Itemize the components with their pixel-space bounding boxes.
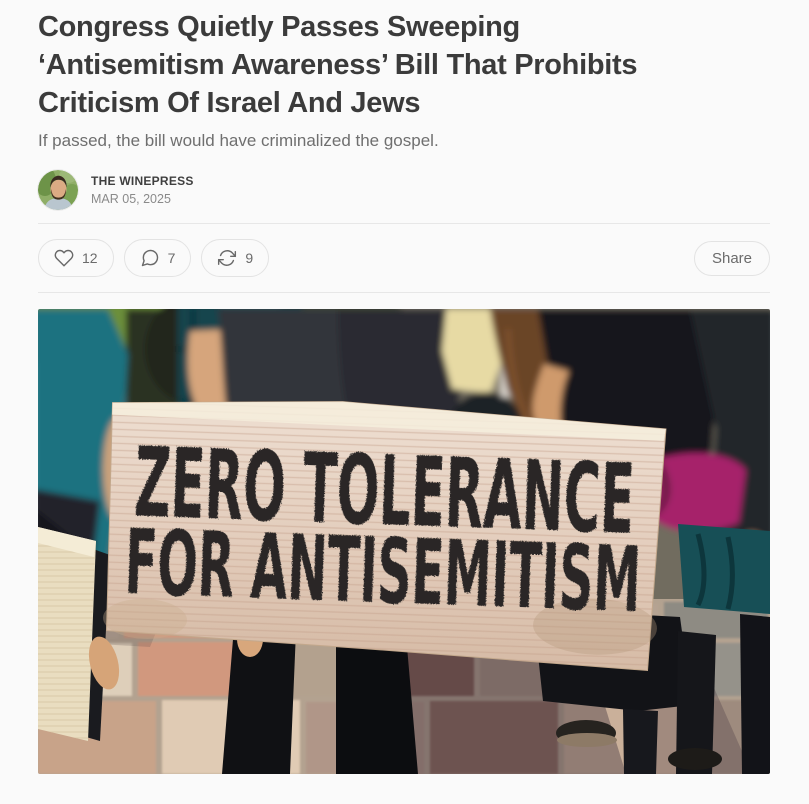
sign-text: ZERO TOLERANCE FOR ANTISEMITISM	[123, 427, 642, 634]
article-page: Congress Quietly Passes Sweeping ‘Antise…	[38, 0, 770, 774]
hand	[88, 636, 120, 690]
comment-button[interactable]: 7	[123, 239, 192, 277]
author-name[interactable]: THE WINEPRESS	[91, 174, 194, 188]
post-title-line: ‘Antisemitism Awareness’ Bill That Prohi…	[38, 49, 638, 81]
protest-photo: ZERO TOLERANCE FOR ANTISEMITISM	[38, 309, 770, 774]
sign-text-line1: ZERO TOLERANCE	[133, 427, 637, 556]
post-date: MAR 05, 2025	[91, 192, 171, 206]
like-button[interactable]: 12	[38, 239, 114, 277]
restack-button[interactable]: 9	[201, 239, 270, 277]
protest-sign: ZERO TOLERANCE FOR ANTISEMITISM	[103, 401, 667, 672]
byline: THE WINEPRESS MAR 05, 2025	[38, 170, 770, 210]
post-subtitle: If passed, the bill would have criminali…	[38, 131, 439, 150]
byline-text: THE WINEPRESS MAR 05, 2025	[91, 174, 194, 206]
like-count: 12	[82, 250, 98, 266]
post-title: Congress Quietly Passes Sweeping ‘Antise…	[38, 8, 770, 122]
speech-bubble-icon	[141, 249, 158, 267]
reaction-buttons: 12 7 9	[38, 239, 270, 277]
hero-image[interactable]: ZERO TOLERANCE FOR ANTISEMITISM	[38, 309, 770, 774]
author-avatar-photo	[38, 170, 78, 210]
share-button[interactable]: Share	[693, 240, 770, 276]
blank-cardboard-sign	[38, 527, 120, 741]
engagement-bar: 12 7 9 Share	[38, 223, 770, 293]
sign-text-line2: FOR ANTISEMITISM	[123, 510, 642, 633]
post-title-line: Criticism Of Israel And Jews	[38, 87, 421, 119]
author-avatar[interactable]	[38, 170, 78, 210]
shoe	[668, 748, 722, 770]
comment-count: 7	[167, 250, 176, 266]
post-title-line: Congress Quietly Passes Sweeping	[38, 11, 520, 43]
restack-count: 9	[245, 250, 254, 266]
restack-arrows-icon	[218, 250, 237, 266]
heart-icon	[54, 249, 74, 267]
